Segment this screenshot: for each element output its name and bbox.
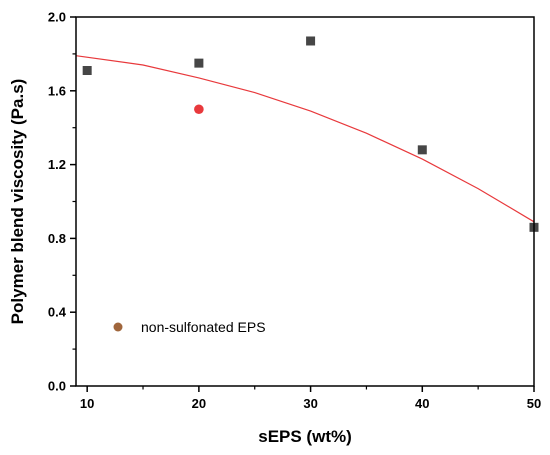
y-tick-label: 2.0	[48, 10, 66, 25]
y-axis-label: Polymer blend viscosity (Pa.s)	[8, 79, 27, 325]
x-tick-label: 30	[303, 396, 317, 411]
y-tick-label: 0.8	[48, 231, 66, 246]
x-tick-label: 40	[415, 396, 429, 411]
y-axis-ticks: 0.0 0.4 0.8 1.2 1.6 2.0	[48, 10, 76, 394]
y-tick-label: 0.0	[48, 379, 66, 394]
legend: non-sulfonated EPS	[113, 319, 266, 335]
x-axis-label: sEPS (wt%)	[258, 427, 352, 446]
x-tick-label: 50	[527, 396, 541, 411]
fit-curve-line	[75, 55, 535, 223]
data-points-layer	[82, 36, 539, 232]
y-tick-label: 1.2	[48, 157, 66, 172]
x-axis-ticks: 10 20 30 40 50	[80, 386, 541, 411]
legend-label-non-sulfonated: non-sulfonated EPS	[141, 319, 266, 335]
data-point-square	[82, 66, 92, 76]
data-point-square	[194, 58, 204, 68]
data-point-square	[306, 36, 316, 46]
x-tick-label: 10	[80, 396, 94, 411]
plot-frame	[75, 16, 535, 387]
y-tick-label: 1.6	[48, 83, 66, 98]
y-tick-label: 0.4	[48, 305, 67, 320]
legend-marker-non-sulfonated	[113, 322, 123, 332]
data-point-circle	[194, 104, 204, 115]
data-point-square	[417, 145, 427, 155]
x-tick-label: 20	[192, 396, 206, 411]
fit-curve-layer	[75, 55, 535, 223]
